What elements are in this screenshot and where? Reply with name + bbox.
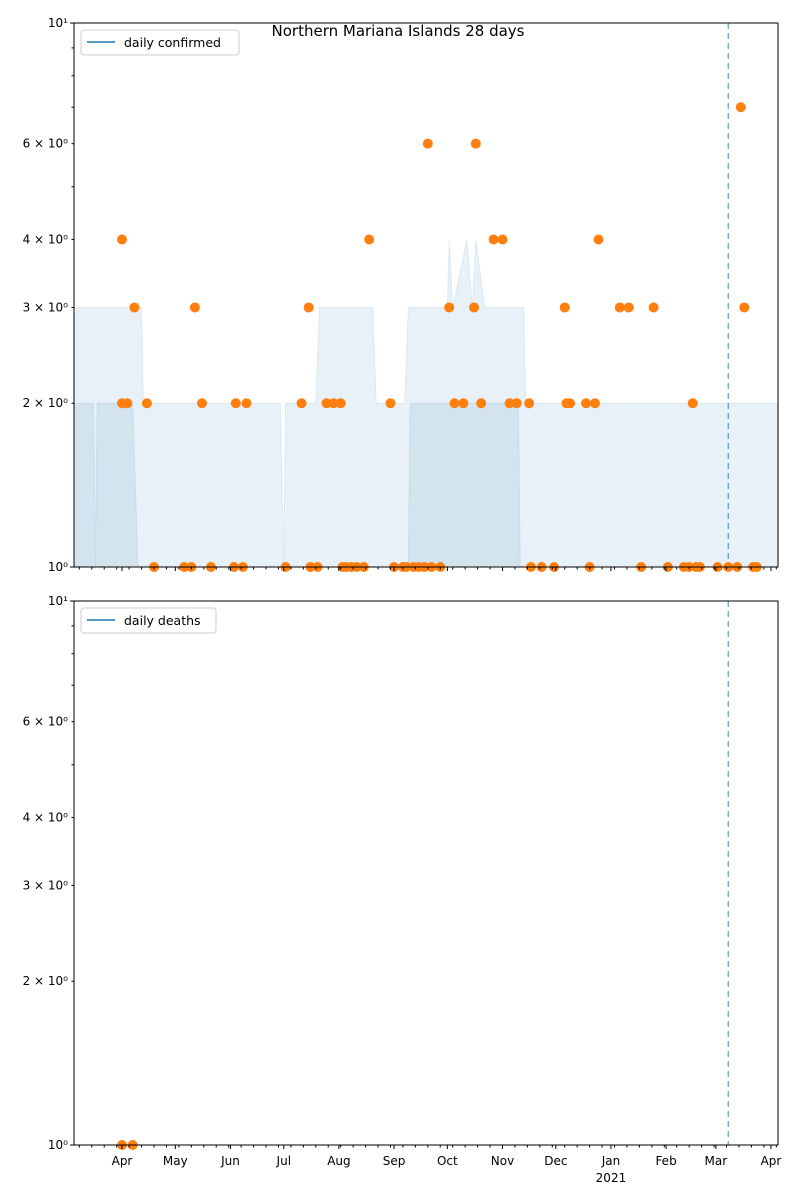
data-point bbox=[614, 302, 625, 313]
data-point bbox=[739, 302, 750, 313]
x-tick-label: Nov bbox=[491, 1154, 514, 1168]
x-tick-label: Mar bbox=[705, 1154, 728, 1168]
data-point bbox=[488, 234, 499, 245]
data-point bbox=[335, 398, 346, 409]
y-tick-label: 10¹ bbox=[48, 16, 68, 30]
data-point bbox=[581, 398, 592, 409]
data-point bbox=[559, 302, 570, 313]
legend-label: daily confirmed bbox=[124, 35, 221, 50]
data-point bbox=[458, 398, 469, 409]
data-point bbox=[511, 398, 522, 409]
data-point bbox=[189, 302, 200, 313]
data-point bbox=[497, 234, 508, 245]
data-point bbox=[141, 398, 152, 409]
data-point bbox=[469, 302, 480, 313]
legend-box bbox=[80, 607, 217, 634]
legend-label: daily deaths bbox=[124, 613, 201, 628]
data-point bbox=[449, 398, 460, 409]
x-tick-label: Jul bbox=[276, 1154, 291, 1168]
axes-frame bbox=[73, 22, 779, 568]
x-tick-label: Feb bbox=[655, 1154, 676, 1168]
x-tick-label: Jan bbox=[601, 1154, 621, 1168]
data-point bbox=[385, 398, 396, 409]
x-tick-label: Apr bbox=[112, 1154, 133, 1168]
x-tick-label: Apr bbox=[761, 1154, 782, 1168]
data-point bbox=[504, 398, 515, 409]
data-point bbox=[565, 398, 576, 409]
data-point bbox=[735, 102, 746, 113]
data-point bbox=[648, 302, 659, 313]
y-tick-label: 4 × 10⁰ bbox=[23, 810, 69, 824]
data-point bbox=[129, 302, 140, 313]
data-point bbox=[364, 234, 375, 245]
data-point bbox=[524, 398, 535, 409]
data-point bbox=[593, 234, 604, 245]
y-tick-label: 4 × 10⁰ bbox=[23, 232, 69, 246]
data-point bbox=[589, 398, 600, 409]
data-point bbox=[623, 302, 634, 313]
data-point bbox=[296, 398, 307, 409]
y-tick-label: 6 × 10⁰ bbox=[23, 137, 69, 151]
data-point bbox=[321, 398, 332, 409]
data-point bbox=[444, 302, 455, 313]
data-point bbox=[422, 138, 433, 149]
y-tick-label: 10¹ bbox=[48, 594, 68, 608]
y-tick-label: 3 × 10⁰ bbox=[23, 300, 69, 314]
data-point bbox=[117, 234, 127, 245]
y-tick-label: 2 × 10⁰ bbox=[23, 396, 69, 410]
x-tick-label: May bbox=[163, 1154, 188, 1168]
data-point bbox=[122, 398, 133, 409]
data-point bbox=[303, 302, 314, 313]
axes-frame bbox=[73, 600, 779, 1146]
x-tick-label: Jun bbox=[220, 1154, 240, 1168]
data-point bbox=[241, 398, 252, 409]
data-point bbox=[687, 398, 698, 409]
x-tick-label: Dec bbox=[544, 1154, 567, 1168]
chart-title: Northern Mariana Islands 28 days bbox=[272, 22, 525, 40]
y-tick-label: 2 × 10⁰ bbox=[23, 974, 69, 988]
data-point bbox=[197, 398, 208, 409]
data-point bbox=[476, 398, 487, 409]
x-tick-sublabel: 2021 bbox=[596, 1171, 627, 1185]
data-point bbox=[230, 398, 241, 409]
y-tick-label: 10⁰ bbox=[48, 560, 68, 574]
legend-box bbox=[80, 29, 240, 56]
x-tick-label: Oct bbox=[437, 1154, 458, 1168]
x-tick-label: Sep bbox=[383, 1154, 406, 1168]
data-point bbox=[470, 138, 481, 149]
y-tick-label: 3 × 10⁰ bbox=[23, 878, 69, 892]
x-tick-label: Aug bbox=[327, 1154, 350, 1168]
y-tick-label: 6 × 10⁰ bbox=[23, 715, 69, 729]
data-point bbox=[328, 398, 339, 409]
y-tick-label: 10⁰ bbox=[48, 1138, 68, 1152]
